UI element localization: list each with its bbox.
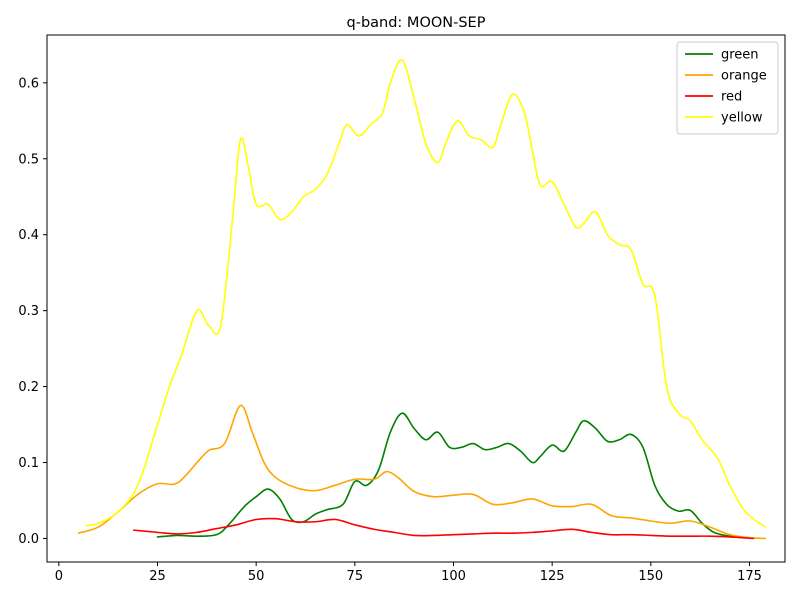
legend-label-yellow: yellow [721, 111, 763, 126]
x-tick-label: 25 [149, 569, 166, 584]
y-tick-label: 0.6 [18, 76, 39, 91]
x-tick-label: 75 [347, 569, 364, 584]
axes-frame [46, 34, 786, 563]
y-axis: 0.0 0.1 0.2 0.3 0.4 0.5 0.6 [18, 76, 47, 547]
y-tick-label: 0.0 [18, 532, 39, 547]
series-line-orange [77, 404, 767, 540]
x-tick-label: 175 [737, 569, 762, 584]
legend-label-orange: orange [721, 69, 767, 84]
plot-area [46, 34, 786, 563]
x-tick-label: 50 [248, 569, 265, 584]
legend-label-red: red [721, 90, 742, 105]
x-tick-label: 150 [638, 569, 663, 584]
y-tick-label: 0.1 [18, 456, 39, 471]
series-line-red [133, 517, 755, 540]
y-tick-label: 0.5 [18, 152, 39, 167]
legend: green orange red yellow [676, 41, 779, 135]
chart-title: q-band: MOON-SEP [347, 15, 486, 31]
x-tick-label: 100 [441, 569, 466, 584]
y-tick-label: 0.3 [18, 304, 39, 319]
legend-label-green: green [721, 48, 759, 63]
y-tick-label: 0.4 [18, 228, 39, 243]
series-group [77, 59, 767, 540]
x-tick-label: 125 [540, 569, 565, 584]
y-tick-label: 0.2 [18, 380, 39, 395]
x-axis: 0 25 50 75 100 125 150 175 [55, 562, 762, 584]
x-tick-label: 0 [55, 569, 63, 584]
legend-box [676, 41, 779, 135]
series-line-green [156, 412, 751, 539]
series-line-yellow [85, 59, 767, 528]
